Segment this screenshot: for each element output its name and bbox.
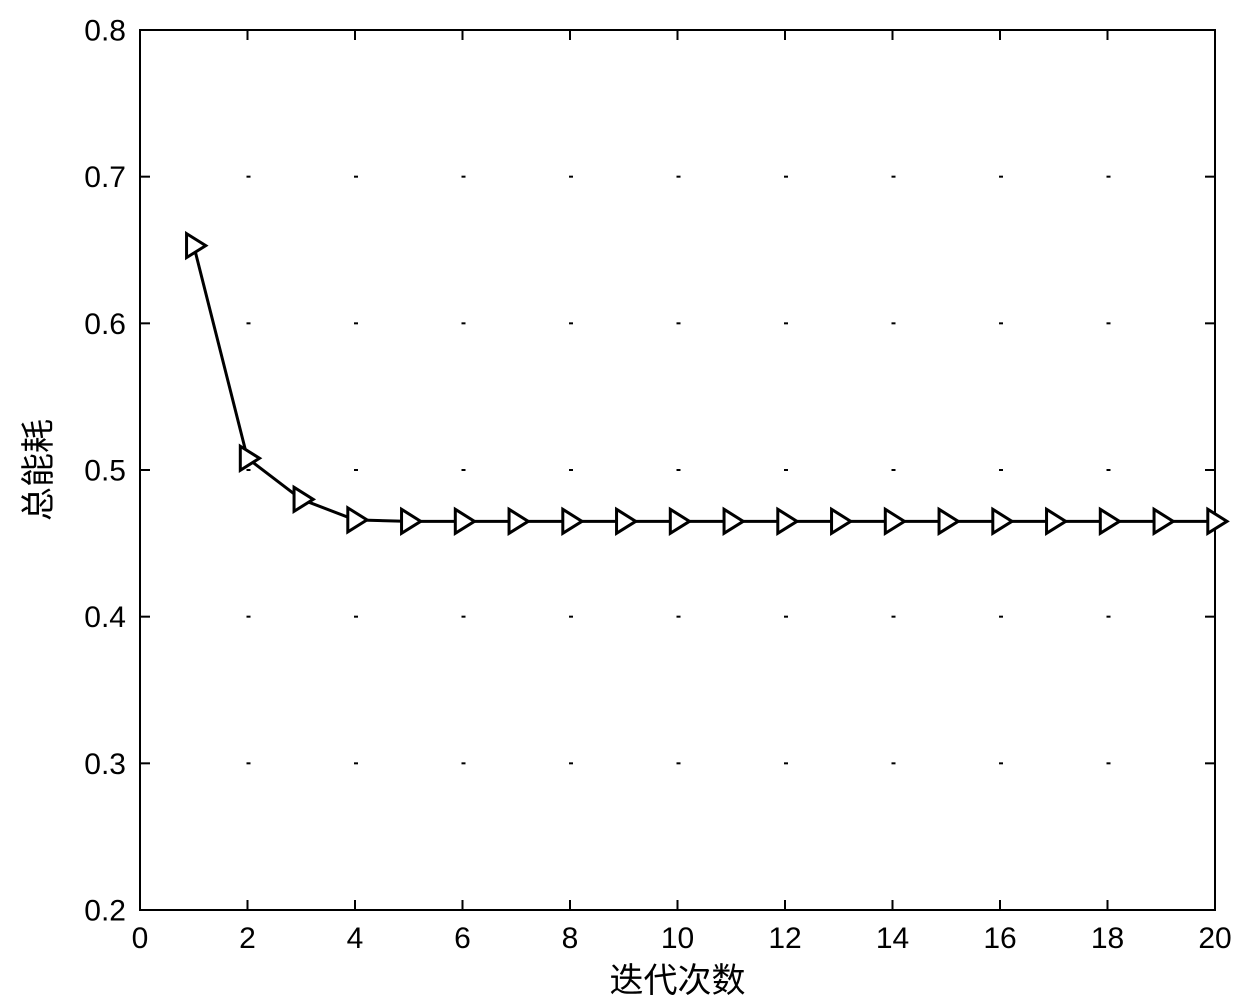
x-tick-label: 16 — [983, 922, 1016, 955]
x-tick-label: 8 — [562, 922, 579, 955]
x-tick-label: 4 — [347, 922, 364, 955]
x-tick-label: 20 — [1198, 922, 1231, 955]
y-tick-label: 0.5 — [84, 455, 126, 488]
y-tick-label: 0.2 — [84, 895, 126, 928]
x-tick-label: 6 — [454, 922, 471, 955]
x-tick-label: 14 — [876, 922, 909, 955]
x-tick-label: 10 — [661, 922, 694, 955]
x-axis-label: 迭代次数 — [610, 962, 746, 1000]
y-tick-label: 0.4 — [84, 601, 126, 634]
x-tick-label: 0 — [132, 922, 149, 955]
y-tick-label: 0.3 — [84, 748, 126, 781]
y-tick-label: 0.7 — [84, 161, 126, 194]
y-tick-label: 0.8 — [84, 15, 126, 48]
y-axis-label: 总能耗 — [20, 419, 58, 521]
x-tick-label: 18 — [1091, 922, 1124, 955]
chart-container: 0 2 4 6 8 10 12 14 16 18 20 0.2 0.3 0.4 0.5 0.6 0.7 0.8 迭代… — [0, 0, 1240, 1000]
y-tick-label: 0.6 — [84, 308, 126, 341]
line-chart: 0 2 4 6 8 10 12 14 16 18 20 0.2 0.3 0.4 0.5 0.6 0.7 0.8 迭代… — [0, 0, 1240, 1000]
x-tick-label: 2 — [239, 922, 256, 955]
x-tick-label: 12 — [768, 922, 801, 955]
